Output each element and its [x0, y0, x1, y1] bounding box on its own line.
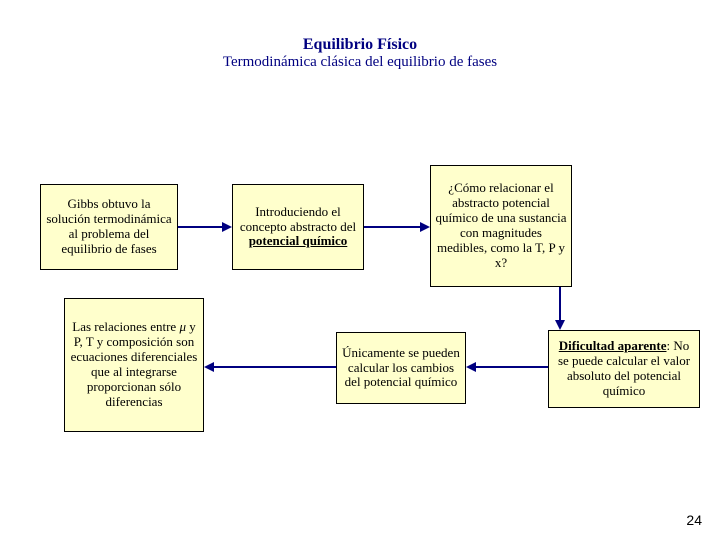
node-label: Introduciendo el concepto abstracto del … [237, 205, 359, 250]
node-n1: Gibbs obtuvo la solución termodinámica a… [40, 184, 178, 270]
node-label: Las relaciones entre μ y P, T y composic… [69, 320, 199, 410]
node-n2: Introduciendo el concepto abstracto del … [232, 184, 364, 270]
title-sub: Termodinámica clásica del equilibrio de … [0, 54, 720, 71]
node-label: ¿Cómo relacionar el abstracto potencial … [435, 181, 567, 271]
node-n5: Únicamente se pueden calcular los cambio… [336, 332, 466, 404]
node-n6: Las relaciones entre μ y P, T y composic… [64, 298, 204, 432]
node-n4: Dificultad aparente: No se puede calcula… [548, 330, 700, 408]
page-number: 24 [686, 512, 702, 528]
node-label: Dificultad aparente: No se puede calcula… [553, 339, 695, 399]
title-main: Equilibrio Físico [0, 36, 720, 54]
node-n3: ¿Cómo relacionar el abstracto potencial … [430, 165, 572, 287]
node-label: Únicamente se pueden calcular los cambio… [341, 346, 461, 391]
node-label: Gibbs obtuvo la solución termodinámica a… [45, 197, 173, 257]
title-block: Equilibrio Físico Termodinámica clásica … [0, 36, 720, 71]
